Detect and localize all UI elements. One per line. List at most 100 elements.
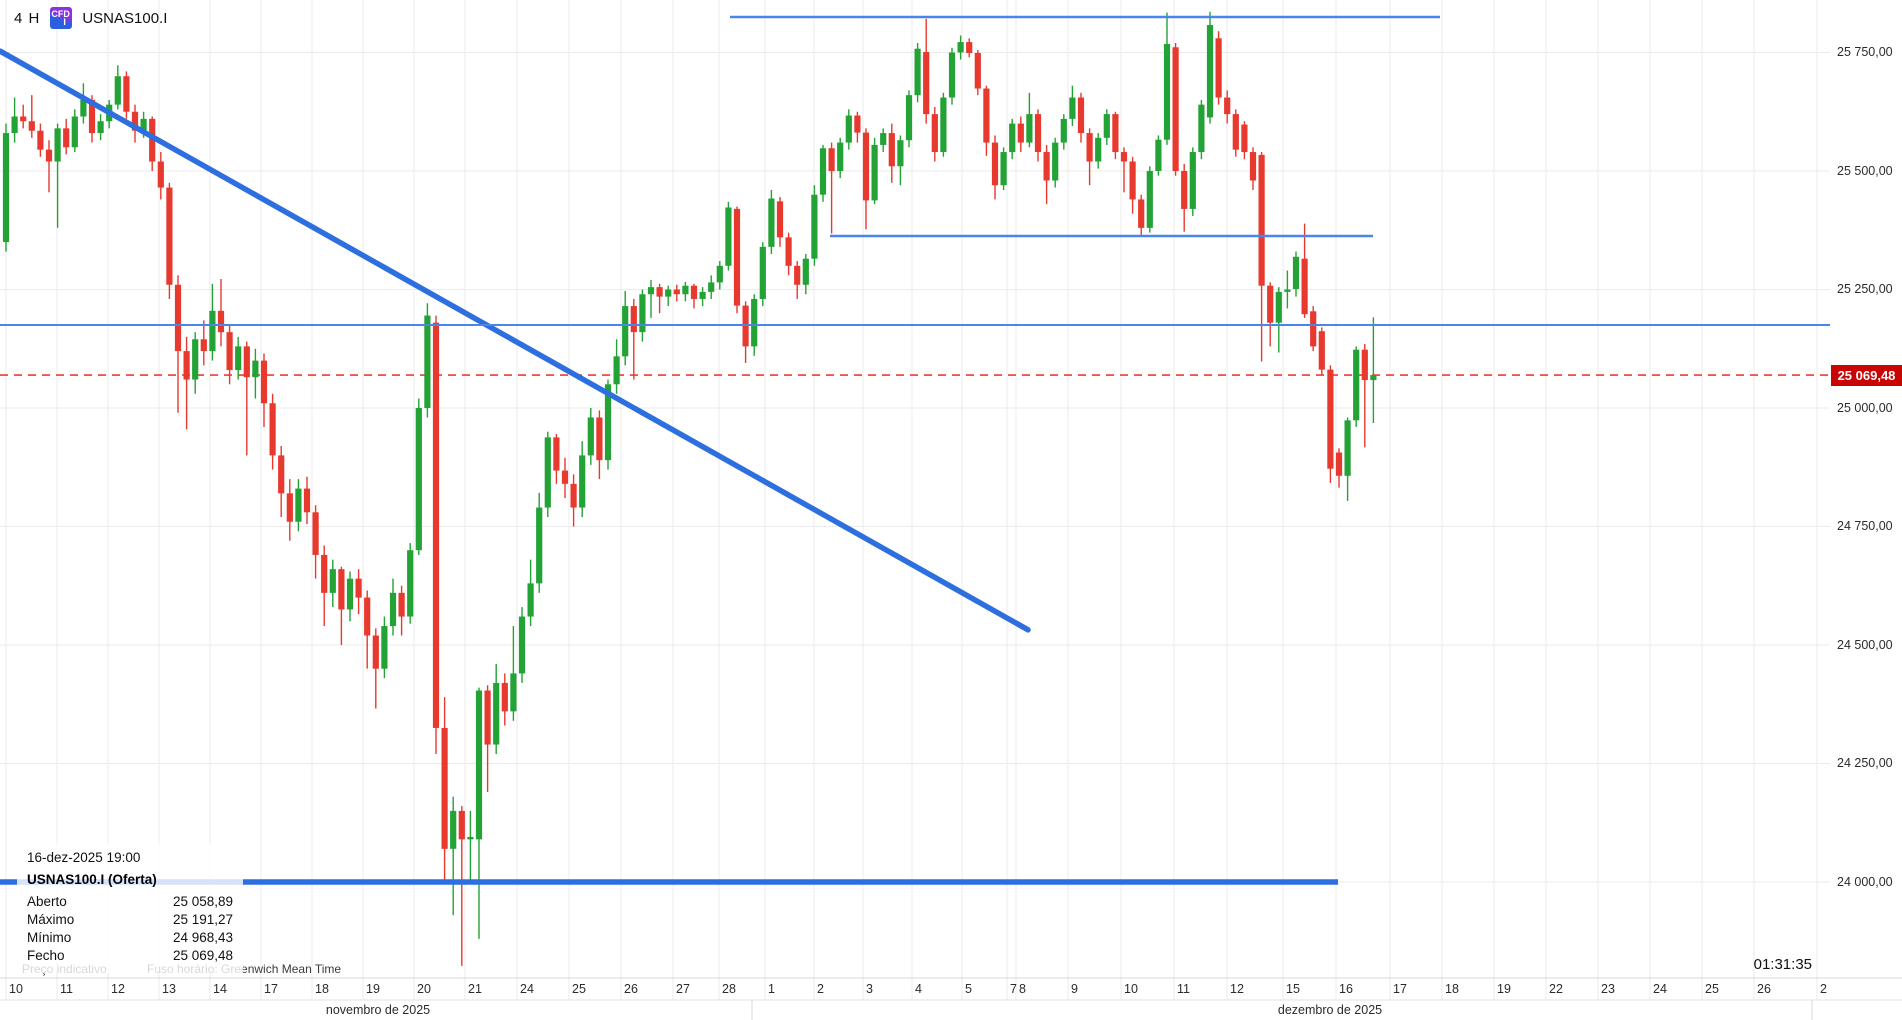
candle[interactable]	[329, 559, 336, 608]
candle[interactable]	[355, 569, 362, 615]
candle[interactable]	[123, 71, 130, 119]
candle[interactable]	[1163, 12, 1171, 145]
candle[interactable]	[699, 287, 706, 307]
candle[interactable]	[295, 479, 302, 532]
candle[interactable]	[149, 116, 156, 171]
candle[interactable]	[278, 445, 285, 518]
candle[interactable]	[243, 341, 250, 456]
candle[interactable]	[948, 47, 956, 105]
candle[interactable]	[974, 50, 981, 96]
candle[interactable]	[166, 182, 173, 299]
candle[interactable]	[1077, 92, 1085, 143]
candle[interactable]	[905, 90, 913, 148]
candle[interactable]	[837, 137, 844, 179]
candle[interactable]	[415, 398, 422, 555]
candle[interactable]	[656, 283, 663, 314]
candle[interactable]	[28, 95, 35, 138]
candle[interactable]	[1353, 346, 1360, 427]
candle[interactable]	[183, 336, 190, 430]
candle[interactable]	[97, 114, 104, 141]
candle[interactable]	[880, 128, 887, 153]
candle[interactable]	[441, 697, 448, 883]
candle[interactable]	[1361, 344, 1368, 448]
candle[interactable]	[647, 280, 655, 318]
candle[interactable]	[260, 353, 268, 427]
candle[interactable]	[63, 118, 70, 155]
candle[interactable]	[303, 476, 311, 525]
candle[interactable]	[871, 137, 878, 205]
candle[interactable]	[364, 590, 371, 669]
candle[interactable]	[966, 38, 973, 58]
candle[interactable]	[708, 275, 715, 299]
candle[interactable]	[768, 189, 775, 254]
candle[interactable]	[269, 393, 276, 470]
candle[interactable]	[1103, 109, 1110, 145]
candle[interactable]	[372, 628, 379, 709]
candle[interactable]	[819, 144, 827, 202]
candle[interactable]	[1155, 135, 1162, 176]
candle[interactable]	[407, 543, 414, 624]
candle[interactable]	[587, 408, 594, 465]
candle[interactable]	[888, 123, 895, 183]
candle[interactable]	[1189, 147, 1196, 217]
candle[interactable]	[321, 545, 328, 627]
candle[interactable]	[613, 339, 620, 394]
candle[interactable]	[80, 83, 87, 124]
candle[interactable]	[785, 232, 792, 276]
candle[interactable]	[174, 275, 182, 413]
candle[interactable]	[71, 109, 78, 153]
candle[interactable]	[1267, 282, 1274, 347]
candle[interactable]	[1026, 92, 1033, 148]
candle[interactable]	[665, 285, 672, 307]
candle[interactable]	[157, 152, 164, 200]
candle[interactable]	[1181, 163, 1188, 232]
candle[interactable]	[2, 123, 10, 252]
candle[interactable]	[1034, 109, 1042, 162]
candle[interactable]	[54, 123, 61, 228]
candle[interactable]	[630, 298, 637, 380]
candle[interactable]	[475, 687, 483, 939]
candle[interactable]	[1086, 128, 1093, 186]
candle[interactable]	[1172, 43, 1179, 176]
candle[interactable]	[1318, 327, 1325, 375]
candle[interactable]	[209, 283, 216, 361]
candle[interactable]	[1335, 448, 1343, 488]
candle[interactable]	[759, 242, 766, 307]
candle[interactable]	[1120, 147, 1128, 193]
candle[interactable]	[131, 104, 139, 143]
candle[interactable]	[1146, 166, 1153, 233]
candle[interactable]	[794, 261, 801, 299]
candle[interactable]	[1370, 317, 1377, 423]
candle[interactable]	[1069, 85, 1076, 126]
candle[interactable]	[1327, 365, 1334, 483]
candle[interactable]	[1060, 114, 1067, 150]
candle[interactable]	[11, 97, 18, 143]
candle[interactable]	[450, 796, 457, 916]
candle[interactable]	[346, 571, 354, 622]
candle[interactable]	[338, 566, 345, 645]
candle[interactable]	[192, 332, 199, 394]
candle[interactable]	[725, 201, 732, 271]
candle[interactable]	[1095, 133, 1102, 169]
candle[interactable]	[931, 107, 938, 162]
candle[interactable]	[217, 279, 225, 347]
candle[interactable]	[991, 135, 999, 200]
timeframe-selector[interactable]: 4 H	[14, 9, 41, 27]
candle[interactable]	[1129, 156, 1136, 214]
candle[interactable]	[957, 35, 964, 60]
candle[interactable]	[510, 626, 517, 721]
candle[interactable]	[45, 140, 53, 193]
candle[interactable]	[432, 315, 440, 755]
candle[interactable]	[389, 578, 397, 636]
candle[interactable]	[1215, 31, 1222, 105]
candle[interactable]	[527, 559, 534, 627]
candle[interactable]	[501, 673, 508, 726]
candle[interactable]	[1284, 270, 1291, 309]
candle[interactable]	[1009, 118, 1016, 160]
candle[interactable]	[673, 284, 680, 302]
candle[interactable]	[1258, 152, 1265, 362]
descending-trendline[interactable]	[0, 48, 1031, 633]
candle[interactable]	[536, 492, 543, 593]
candle[interactable]	[742, 301, 749, 363]
candle[interactable]	[381, 616, 388, 679]
